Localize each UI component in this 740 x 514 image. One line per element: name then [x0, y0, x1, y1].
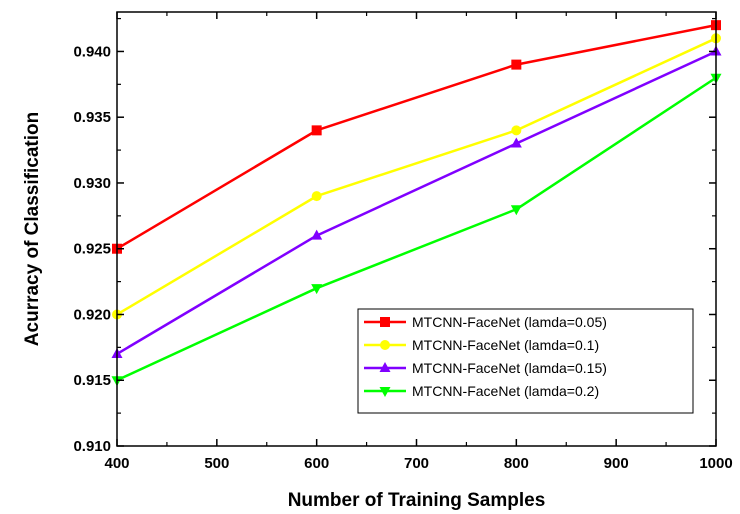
data-point-series-3: [311, 229, 323, 240]
x-tick-label: 800: [504, 455, 529, 472]
data-point-series-1: [311, 125, 322, 136]
y-axis-title: Acurracy of Classification: [22, 112, 43, 346]
legend-marker-1: [380, 317, 390, 327]
data-point-series-4: [311, 284, 323, 295]
x-tick-label: 600: [304, 455, 329, 472]
legend-marker-3: [379, 362, 391, 372]
x-tick-label: 700: [404, 455, 429, 472]
x-tick-label: 900: [604, 455, 629, 472]
series-line-3: [116, 50, 717, 356]
legend-box: [357, 308, 694, 414]
y-tick-label: 0.940: [73, 43, 111, 60]
legend-marker-4: [379, 387, 391, 397]
data-point-series-4: [510, 205, 522, 216]
y-tick-label: 0.910: [73, 438, 111, 455]
y-tick-label: 0.915: [73, 372, 111, 389]
x-tick-label: 1000: [699, 455, 732, 472]
x-axis: 400 500 600 700 800 900 1000: [104, 12, 733, 472]
series-line-2: [116, 37, 717, 316]
legend-label-2: MTCNN-FaceNet (lamda=0.1): [412, 337, 599, 353]
y-axis: 0.910 0.915 0.920 0.925 0.930 0.935 0.940: [73, 17, 716, 455]
data-point-series-2: [511, 125, 522, 136]
legend-marker-2: [380, 340, 390, 350]
data-point-series-1: [511, 59, 522, 70]
y-tick-label: 0.930: [73, 175, 111, 192]
legend-label-3: MTCNN-FaceNet (lamda=0.15): [412, 360, 607, 376]
legend-label-1: MTCNN-FaceNet (lamda=0.05): [412, 314, 607, 330]
data-point-series-3: [510, 137, 522, 148]
x-tick-label: 400: [104, 455, 129, 472]
y-tick-label: 0.935: [73, 109, 111, 126]
x-axis-title: Number of Training Samples: [288, 490, 546, 511]
y-tick-label: 0.925: [73, 241, 111, 258]
legend: MTCNN-FaceNet (lamda=0.05) MTCNN-FaceNet …: [357, 308, 694, 414]
y-tick-label: 0.920: [73, 306, 111, 323]
legend-label-4: MTCNN-FaceNet (lamda=0.2): [412, 383, 599, 399]
series-line-4: [116, 76, 717, 382]
series-line-1: [116, 23, 717, 250]
x-tick-label: 500: [204, 455, 229, 472]
data-point-series-2: [311, 191, 322, 202]
